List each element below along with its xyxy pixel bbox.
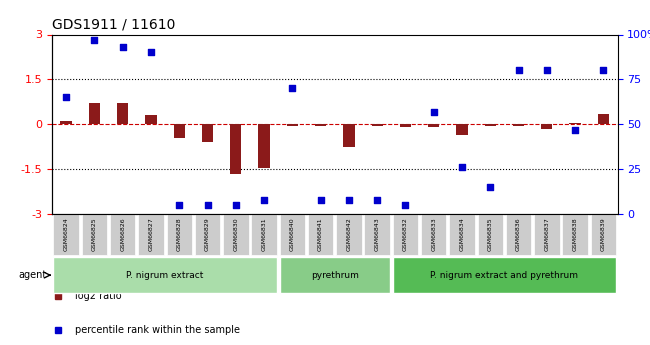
Bar: [541, 124, 552, 129]
Text: P. nigrum extract: P. nigrum extract: [126, 270, 204, 280]
FancyBboxPatch shape: [53, 214, 79, 255]
Bar: [513, 124, 524, 126]
Text: percentile rank within the sample: percentile rank within the sample: [75, 325, 240, 335]
FancyBboxPatch shape: [393, 257, 616, 293]
FancyBboxPatch shape: [280, 214, 305, 255]
Text: GSM66837: GSM66837: [544, 218, 549, 252]
Bar: [372, 124, 383, 126]
FancyBboxPatch shape: [365, 214, 390, 255]
FancyBboxPatch shape: [308, 214, 333, 255]
Text: GDS1911 / 11610: GDS1911 / 11610: [52, 18, 176, 32]
FancyBboxPatch shape: [336, 214, 361, 255]
Bar: [569, 123, 580, 124]
Text: GSM66831: GSM66831: [261, 218, 266, 252]
Bar: [60, 121, 72, 124]
Text: GSM66829: GSM66829: [205, 218, 210, 252]
Text: GSM66839: GSM66839: [601, 218, 606, 252]
FancyBboxPatch shape: [534, 214, 560, 255]
Text: agent: agent: [18, 270, 46, 280]
Point: [202, 202, 213, 208]
Bar: [428, 124, 439, 127]
Text: GSM66827: GSM66827: [148, 218, 153, 252]
Text: P. nigrum extract and pyrethrum: P. nigrum extract and pyrethrum: [430, 270, 578, 280]
FancyBboxPatch shape: [82, 214, 107, 255]
Bar: [598, 114, 609, 124]
FancyBboxPatch shape: [138, 214, 164, 255]
FancyBboxPatch shape: [166, 214, 192, 255]
Text: log2 ratio: log2 ratio: [75, 291, 122, 300]
Point: [315, 197, 326, 202]
Text: GSM66834: GSM66834: [460, 218, 465, 252]
FancyBboxPatch shape: [195, 214, 220, 255]
FancyBboxPatch shape: [506, 214, 531, 255]
Point: [485, 184, 495, 190]
Point: [118, 44, 128, 50]
Point: [231, 202, 241, 208]
Text: GSM66833: GSM66833: [431, 218, 436, 252]
Bar: [117, 103, 128, 124]
Text: GSM66826: GSM66826: [120, 218, 125, 252]
Text: GSM66828: GSM66828: [177, 218, 182, 252]
Point: [541, 68, 552, 73]
FancyBboxPatch shape: [252, 214, 277, 255]
Bar: [400, 124, 411, 127]
Text: GSM66841: GSM66841: [318, 218, 323, 252]
FancyBboxPatch shape: [53, 257, 277, 293]
Text: pyrethrum: pyrethrum: [311, 270, 359, 280]
FancyBboxPatch shape: [223, 214, 248, 255]
Text: GSM66843: GSM66843: [374, 218, 380, 252]
Point: [287, 86, 298, 91]
FancyBboxPatch shape: [421, 214, 447, 255]
Text: GSM66825: GSM66825: [92, 218, 97, 252]
Point: [598, 68, 608, 73]
Point: [514, 68, 524, 73]
Bar: [89, 103, 100, 124]
Bar: [485, 124, 496, 126]
Point: [344, 197, 354, 202]
Bar: [202, 124, 213, 142]
Text: GSM66830: GSM66830: [233, 218, 239, 252]
Bar: [230, 124, 241, 174]
FancyBboxPatch shape: [449, 214, 474, 255]
FancyBboxPatch shape: [562, 214, 588, 255]
Bar: [343, 124, 354, 147]
Point: [428, 109, 439, 115]
Bar: [315, 124, 326, 126]
Bar: [287, 124, 298, 126]
FancyBboxPatch shape: [280, 257, 390, 293]
FancyBboxPatch shape: [478, 214, 503, 255]
Point: [400, 202, 411, 208]
Point: [570, 127, 580, 132]
Text: GSM66840: GSM66840: [290, 218, 295, 252]
Point: [61, 95, 72, 100]
Bar: [456, 124, 467, 135]
Point: [89, 37, 99, 43]
Bar: [174, 124, 185, 138]
Text: GSM66842: GSM66842: [346, 218, 352, 252]
Point: [174, 202, 185, 208]
FancyBboxPatch shape: [110, 214, 135, 255]
Point: [259, 197, 269, 202]
Point: [457, 165, 467, 170]
Point: [146, 50, 156, 55]
FancyBboxPatch shape: [591, 214, 616, 255]
Bar: [259, 124, 270, 168]
FancyBboxPatch shape: [393, 214, 418, 255]
Bar: [146, 115, 157, 124]
Point: [372, 197, 382, 202]
Text: GSM66832: GSM66832: [403, 218, 408, 252]
Text: GSM66835: GSM66835: [488, 218, 493, 252]
Text: GSM66836: GSM66836: [516, 218, 521, 252]
Text: GSM66838: GSM66838: [573, 218, 578, 252]
Text: GSM66824: GSM66824: [64, 218, 69, 252]
